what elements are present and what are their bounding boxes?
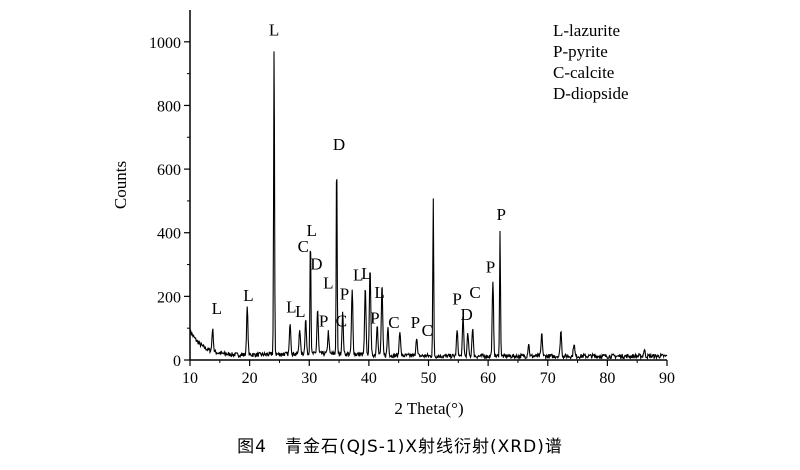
legend-entry: D-diopside — [553, 84, 629, 103]
legend-entry: L-lazurite — [553, 21, 620, 40]
legend-entry: C-calcite — [553, 63, 614, 82]
x-tick-label: 60 — [480, 370, 496, 387]
axes: 10 20 30 40 50 60 70 80 90 0 200 400 600 800 1000 — [149, 10, 675, 387]
peak-label: P — [370, 308, 379, 327]
x-tick-label: 40 — [361, 370, 377, 387]
peak-label: C — [469, 283, 480, 302]
y-tick-label: 1000 — [149, 35, 181, 52]
peak-label: C — [298, 237, 309, 256]
peak-label: C — [422, 321, 433, 340]
x-tick-label: 20 — [242, 370, 258, 387]
figure-caption: 图4 青金石(QJS-1)X射线衍射(XRD)谱 — [237, 437, 563, 457]
peak-label: L — [269, 20, 279, 39]
y-tick-label: 400 — [157, 226, 181, 243]
peak-label: L — [306, 221, 316, 240]
peak-label: P — [319, 312, 328, 331]
y-tick-label: 800 — [157, 98, 181, 115]
x-axis-label: 2 Theta(°) — [394, 399, 463, 418]
peak-label: P — [340, 285, 349, 304]
pattern-trace — [189, 51, 668, 361]
peak-label: L — [243, 286, 253, 305]
x-tick-label: 80 — [599, 370, 615, 387]
x-tick-label: 10 — [182, 370, 198, 387]
legend: L-lazurite P-pyrite C-calcite D-diopside — [553, 21, 629, 103]
x-tick-label: 30 — [301, 370, 317, 387]
peak-label: L — [353, 265, 363, 284]
peak-label: L — [374, 283, 384, 302]
peak-label: L — [286, 297, 296, 316]
y-tick-label: 600 — [157, 162, 181, 179]
y-tick-label: 0 — [173, 353, 181, 370]
peak-label: L — [212, 299, 222, 318]
peak-label: P — [486, 258, 495, 277]
peak-label: D — [333, 135, 345, 154]
peak-label: L — [323, 273, 333, 292]
peak-label: C — [336, 312, 347, 331]
peak-label: P — [497, 205, 506, 224]
x-tick-label: 70 — [540, 370, 556, 387]
x-tick-label: 90 — [659, 370, 675, 387]
peak-label: C — [388, 313, 399, 332]
y-tick-label: 200 — [157, 289, 181, 306]
legend-entry: P-pyrite — [553, 42, 608, 61]
y-axis-label: Counts — [111, 161, 130, 209]
peak-label: D — [461, 305, 473, 324]
peak-label: P — [452, 289, 461, 308]
x-tick-label: 50 — [421, 370, 437, 387]
peak-label: L — [295, 302, 305, 321]
peak-label: D — [310, 254, 322, 273]
peak-label: L — [361, 264, 371, 283]
peak-label: P — [411, 313, 420, 332]
xrd-pattern — [189, 51, 668, 361]
